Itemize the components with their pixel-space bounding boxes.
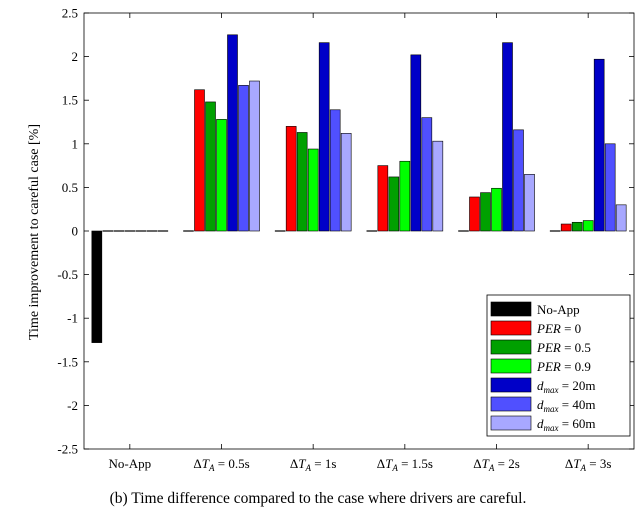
y-tick-label: 0.5 xyxy=(62,180,78,195)
x-tick-label-t-a-1s: ΔTA = 1s xyxy=(290,456,337,473)
bar-per-0-t-a-1s xyxy=(285,126,297,232)
y-tick-label: -0.5 xyxy=(57,267,78,282)
bar-per-0-5-t-a-1s xyxy=(296,132,308,232)
bar-no-app-t-a-3s xyxy=(549,230,561,232)
bar-d-max-40m-t-a-2s xyxy=(513,129,524,232)
x-tick-labels: No-App ΔTA = 0.5s ΔTA = 1s ΔTA = 1.5s ΔTA = … xyxy=(109,456,612,473)
figure-caption: (b) Time difference compared to the case… xyxy=(110,490,527,507)
bar-d-max-40m-no-app xyxy=(146,230,158,232)
bar-per-0-9-t-a-0-5s xyxy=(216,119,227,232)
x-tick-label-t-a-1-5s: ΔTA = 1.5s xyxy=(377,456,433,473)
bars-group xyxy=(91,34,627,343)
bar-no-app-t-a-1s xyxy=(274,230,286,232)
bar-per-0-t-a-2s xyxy=(469,196,480,232)
bar-per-0-5-t-a-2s xyxy=(480,192,491,232)
bar-per-0-9-t-a-2s xyxy=(491,187,502,232)
bar-per-0-9-t-a-1s xyxy=(307,148,319,232)
bar-d-max-60m-t-a-1s xyxy=(340,133,352,232)
legend-swatch-d-max-60m xyxy=(490,415,532,431)
legend-swatch-no-app xyxy=(490,301,532,317)
y-tick-labels: -2.5 -2 -1.5 -1 -0.5 0 0.5 1 1.5 2 2.5 xyxy=(57,6,78,457)
y-tick-label: -1.5 xyxy=(57,354,78,369)
y-tick-label: -1 xyxy=(67,311,78,326)
y-tick-label: 2.5 xyxy=(62,6,78,21)
legend-label-d-max-60m: dmax = 60m xyxy=(537,416,595,433)
bar-per-0-9-t-a-1-5s xyxy=(399,160,411,232)
bar-d-max-20m-t-a-1s xyxy=(318,42,330,232)
legend-label-d-max-20m: dmax = 20m xyxy=(537,378,595,395)
legend-label-per-0-9: PER = 0.9 xyxy=(536,359,591,374)
bar-d-max-60m-t-a-2s xyxy=(524,174,535,232)
bar-d-max-40m-t-a-0-5s xyxy=(238,85,249,232)
bar-d-max-40m-t-a-3s xyxy=(604,143,616,232)
bar-d-max-60m-t-a-0-5s xyxy=(249,80,260,232)
bar-per-0-5-no-app xyxy=(113,230,125,232)
legend-swatch-per-0-5 xyxy=(490,339,532,355)
y-tick-label: 0 xyxy=(72,224,79,239)
bar-per-0-5-t-a-1-5s xyxy=(388,176,400,232)
bar-per-0-9-no-app xyxy=(124,230,136,232)
bar-no-app-t-a-0-5s xyxy=(183,230,194,232)
bar-d-max-40m-t-a-1-5s xyxy=(421,117,433,232)
bar-d-max-20m-t-a-2s xyxy=(502,42,513,232)
x-tick-label-t-a-0-5s: ΔTA = 0.5s xyxy=(193,456,249,473)
legend-label-no-app: No-App xyxy=(537,302,580,317)
legend-swatch-per-0 xyxy=(490,320,532,336)
legend: No-App PER = 0 PER = 0.5 PER = 0.9 dmax = 20… xyxy=(486,294,631,437)
bar-per-0-t-a-3s xyxy=(560,223,572,232)
legend-swatch-d-max-20m xyxy=(490,377,532,393)
bar-d-max-20m-no-app xyxy=(135,230,147,232)
y-axis-label: Time improvement to careful case [%] xyxy=(27,124,42,340)
y-tick-label: 1.5 xyxy=(62,93,78,108)
bar-no-app-t-a-1-5s xyxy=(366,230,378,232)
bar-per-0-no-app xyxy=(102,230,114,232)
y-tick-label: -2 xyxy=(67,398,78,413)
x-tick-label-t-a-3s: ΔTA = 3s xyxy=(565,456,612,473)
bar-no-app-t-a-2s xyxy=(458,230,469,232)
bar-d-max-60m-t-a-1-5s xyxy=(432,140,444,232)
bar-per-0-9-t-a-3s xyxy=(582,220,594,232)
bar-d-max-20m-t-a-0-5s xyxy=(227,34,238,232)
bar-d-max-20m-t-a-3s xyxy=(593,58,605,232)
x-tick-label-no-app: No-App xyxy=(109,456,152,471)
legend-swatch-per-0-9 xyxy=(490,358,532,374)
y-tick-label: -2.5 xyxy=(57,442,78,457)
bar-d-max-60m-t-a-3s xyxy=(615,204,627,232)
legend-label-per-0: PER = 0 xyxy=(536,321,581,336)
legend-label-per-0-5: PER = 0.5 xyxy=(536,340,591,355)
legend-swatch-d-max-40m xyxy=(490,396,532,412)
bar-per-0-t-a-1-5s xyxy=(377,165,389,232)
bar-d-max-40m-t-a-1s xyxy=(329,109,341,232)
bar-d-max-60m-no-app xyxy=(157,230,169,232)
bar-d-max-20m-t-a-1-5s xyxy=(410,54,422,232)
x-tick-label-t-a-2s: ΔTA = 2s xyxy=(473,456,520,473)
bar-per-0-5-t-a-3s xyxy=(571,221,583,232)
bar-no-app-no-app xyxy=(91,230,103,343)
bar-per-0-5-t-a-0-5s xyxy=(205,101,216,232)
y-tick-label: 1 xyxy=(72,136,79,151)
legend-label-d-max-40m: dmax = 40m xyxy=(537,397,595,414)
bar-per-0-t-a-0-5s xyxy=(194,89,205,232)
y-tick-label: 2 xyxy=(72,49,79,64)
